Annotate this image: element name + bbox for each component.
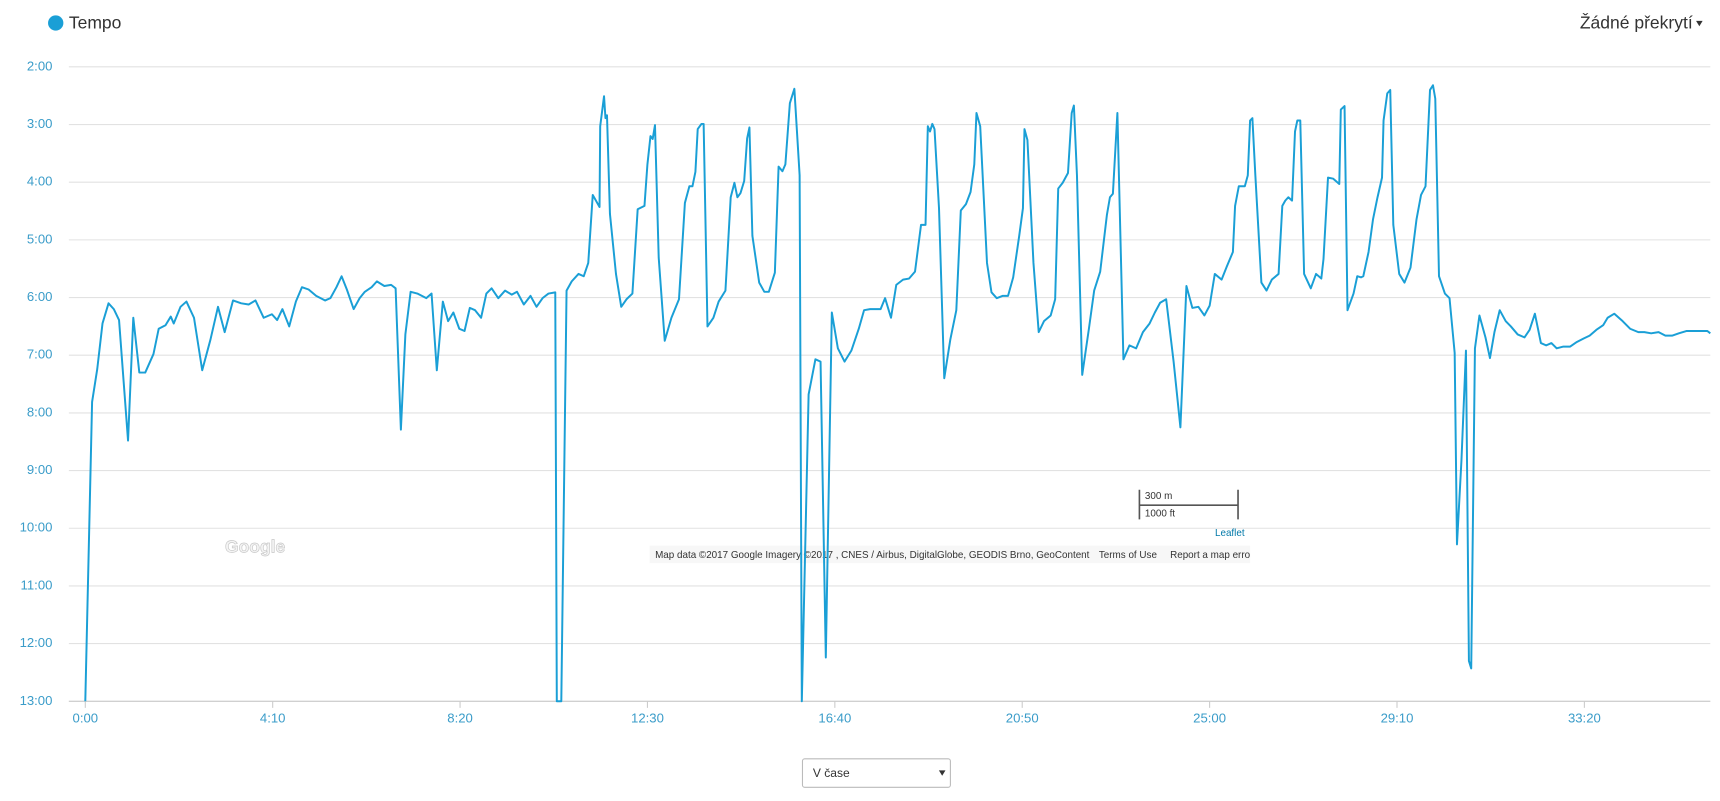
x-tick-label: 25:00 xyxy=(1193,710,1226,725)
overlay-menu[interactable]: Žádné překrytí xyxy=(1580,12,1693,33)
dropdown-arrow xyxy=(1696,20,1703,27)
x-tick-label: 4:10 xyxy=(260,710,286,725)
x-tick-label: 33:20 xyxy=(1568,710,1601,725)
y-tick-label: 8:00 xyxy=(27,404,53,419)
y-tick-label: 10:00 xyxy=(20,520,53,535)
pace-line xyxy=(84,84,1711,703)
x-mode-label: V čase xyxy=(813,766,850,780)
x-tick-label: 0:00 xyxy=(73,710,99,725)
map-watermark: Google xyxy=(225,537,286,557)
attribution-bg xyxy=(649,545,1251,564)
legend-swatch xyxy=(48,15,64,31)
select-arrow xyxy=(938,770,946,776)
legend-label[interactable]: Tempo xyxy=(69,13,122,33)
grid: 2:00 3:00 4:00 5:00 6:00 7:00 8:00 9:00 10:00 11:… xyxy=(20,58,1711,725)
y-tick-label: 3:00 xyxy=(27,116,53,131)
y-tick-label: 12:00 xyxy=(20,635,53,650)
leaflet-link[interactable]: Leaflet xyxy=(1215,528,1245,539)
y-tick-label: 13:00 xyxy=(20,693,53,708)
x-tick-label: 12:30 xyxy=(631,710,664,725)
scale-imperial: 1000 ft xyxy=(1145,509,1175,520)
y-tick-label: 7:00 xyxy=(27,347,53,362)
x-tick-label: 29:10 xyxy=(1381,710,1414,725)
x-tick-label: 8:20 xyxy=(447,710,473,725)
scale-bar xyxy=(1138,489,1239,520)
scale-metric: 300 m xyxy=(1145,491,1172,502)
report-link[interactable]: Report a map erro xyxy=(1170,550,1251,561)
plot xyxy=(84,84,1711,703)
x-tick-label: 16:40 xyxy=(818,710,851,725)
x-mode-select[interactable] xyxy=(801,758,951,788)
map-attribution: Map data ©2017 Google Imagery ©2017 , CN… xyxy=(655,550,1090,561)
x-tick-label: 20:50 xyxy=(1006,710,1039,725)
y-tick-label: 4:00 xyxy=(27,174,53,189)
y-tick-label: 9:00 xyxy=(27,462,53,477)
y-tick-label: 2:00 xyxy=(27,58,53,73)
terms-link[interactable]: Terms of Use xyxy=(1099,550,1158,561)
y-tick-label: 6:00 xyxy=(27,289,53,304)
y-tick-label: 11:00 xyxy=(21,577,53,592)
y-tick-label: 5:00 xyxy=(27,231,53,246)
